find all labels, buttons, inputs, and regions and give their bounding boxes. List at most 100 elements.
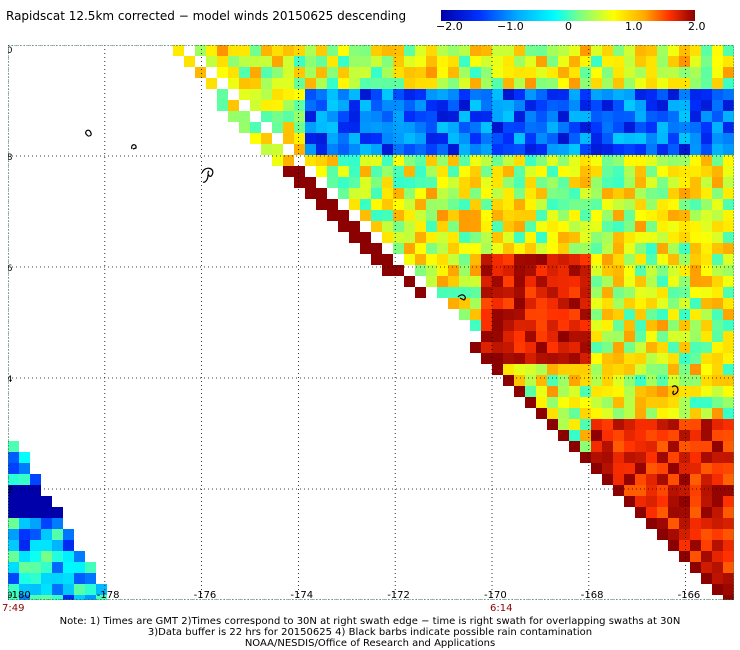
data-cell	[448, 265, 459, 276]
data-cell	[690, 210, 701, 221]
data-cell	[294, 166, 305, 177]
data-cell	[712, 276, 723, 287]
data-cell	[635, 331, 646, 342]
data-cell	[580, 397, 591, 408]
data-cell	[690, 89, 701, 100]
data-cell	[690, 122, 701, 133]
data-cell	[690, 254, 701, 265]
rain-barbs	[85, 129, 679, 396]
data-cell	[250, 122, 261, 133]
data-cell	[569, 298, 580, 309]
data-cell	[547, 210, 558, 221]
data-cell	[580, 309, 591, 320]
data-cell	[393, 166, 404, 177]
data-cell	[503, 210, 514, 221]
data-cell	[624, 122, 635, 133]
data-cell	[382, 78, 393, 89]
lon-tick-label: -166	[678, 590, 701, 600]
data-cell	[294, 133, 305, 144]
data-cell	[448, 276, 459, 287]
data-cell	[514, 155, 525, 166]
data-cell	[536, 78, 547, 89]
data-cell	[613, 276, 624, 287]
data-cell	[591, 221, 602, 232]
data-cell	[690, 342, 701, 353]
data-cell	[558, 45, 569, 56]
data-cell	[624, 243, 635, 254]
data-cell	[613, 397, 624, 408]
data-cell	[514, 221, 525, 232]
data-cell	[426, 243, 437, 254]
data-cell	[723, 188, 734, 199]
data-cell	[74, 584, 85, 595]
footnote-line-2: 3)Data buffer is 22 hrs for 20150625 4) …	[147, 627, 593, 638]
data-cell	[547, 133, 558, 144]
data-cell	[514, 243, 525, 254]
data-cell	[404, 133, 415, 144]
data-cell	[481, 56, 492, 67]
lon-tick-labels: -180 -178 -176 -174 -172 -170 -168 -166	[8, 590, 700, 600]
data-cell	[558, 287, 569, 298]
data-cell	[514, 111, 525, 122]
data-cell	[624, 56, 635, 67]
data-cell	[349, 133, 360, 144]
data-cell	[558, 232, 569, 243]
data-cell	[536, 408, 547, 419]
data-cell	[580, 177, 591, 188]
data-cell	[41, 573, 52, 584]
data-cell	[547, 320, 558, 331]
data-cell	[360, 67, 371, 78]
data-cell	[580, 199, 591, 210]
data-cell	[547, 342, 558, 353]
data-cell	[690, 375, 701, 386]
data-cell	[646, 144, 657, 155]
data-cell	[382, 199, 393, 210]
data-cell	[690, 441, 701, 452]
data-cell	[635, 364, 646, 375]
data-cell	[657, 111, 668, 122]
data-cell	[646, 298, 657, 309]
data-cell	[580, 210, 591, 221]
data-cell	[393, 67, 404, 78]
data-cell	[547, 353, 558, 364]
data-cell	[646, 287, 657, 298]
data-cell	[690, 518, 701, 529]
data-cell	[305, 133, 316, 144]
data-cell	[404, 254, 415, 265]
data-cell	[591, 331, 602, 342]
data-cell	[371, 210, 382, 221]
data-cell	[712, 364, 723, 375]
data-cell	[525, 78, 536, 89]
data-cell	[437, 243, 448, 254]
data-cell	[646, 320, 657, 331]
data-cell	[426, 45, 437, 56]
data-cell	[492, 67, 503, 78]
data-cell	[723, 199, 734, 210]
data-cell	[723, 540, 734, 551]
data-cell	[415, 287, 426, 298]
data-cell	[536, 210, 547, 221]
data-cell	[701, 45, 712, 56]
data-cell	[492, 298, 503, 309]
data-cell	[690, 177, 701, 188]
data-cell	[525, 353, 536, 364]
data-cell	[679, 155, 690, 166]
data-cell	[690, 485, 701, 496]
data-cell	[525, 89, 536, 100]
data-cell	[679, 375, 690, 386]
data-cell	[558, 408, 569, 419]
data-cell	[382, 265, 393, 276]
data-cell	[19, 463, 30, 474]
data-cell	[657, 452, 668, 463]
data-cell	[19, 529, 30, 540]
data-cell	[657, 419, 668, 430]
data-cell	[558, 111, 569, 122]
data-cell	[492, 89, 503, 100]
data-cell	[525, 232, 536, 243]
data-cell	[349, 232, 360, 243]
data-cell	[624, 441, 635, 452]
data-cell	[470, 221, 481, 232]
data-cell	[712, 573, 723, 584]
data-cell	[701, 111, 712, 122]
data-cell	[525, 342, 536, 353]
